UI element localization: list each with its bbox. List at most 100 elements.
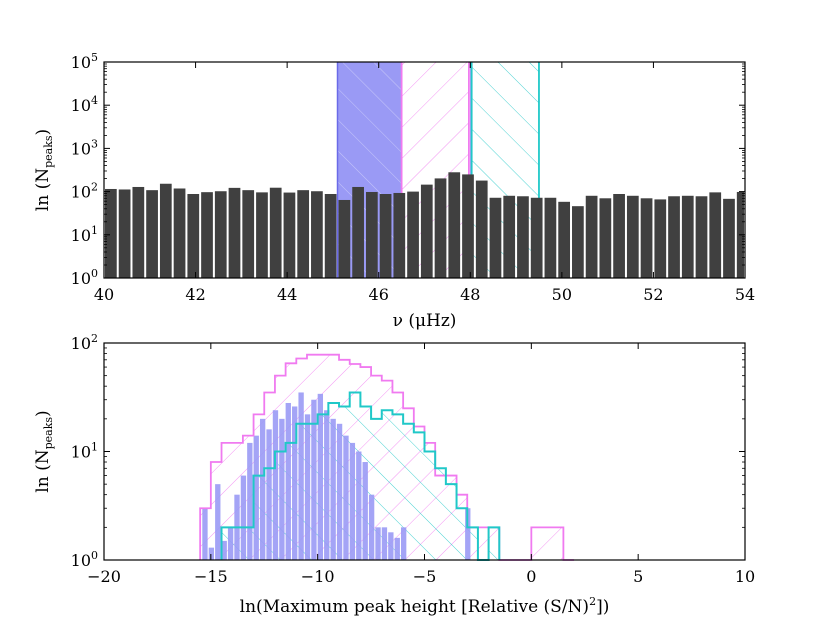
- bar: [283, 192, 296, 278]
- bottom-y-axis-label: ln (Npeaks): [33, 410, 55, 492]
- bar: [393, 192, 406, 278]
- bar: [626, 195, 639, 278]
- bar: [448, 172, 461, 278]
- y-tick-label: 101: [71, 224, 98, 245]
- bar: [585, 195, 598, 278]
- x-tick-label: −15: [194, 567, 228, 586]
- blue-hist-bar: [202, 508, 208, 560]
- blue-hist-bar: [272, 410, 279, 560]
- bar: [709, 192, 722, 278]
- top-bars: [105, 172, 744, 278]
- blue-hist-bar: [221, 540, 227, 560]
- bar: [723, 198, 735, 278]
- blue-hist-bar: [215, 484, 221, 560]
- bar: [489, 197, 502, 278]
- bar: [132, 186, 145, 278]
- blue-hist-bar: [349, 442, 356, 560]
- y-tick-label: 101: [71, 441, 98, 462]
- bottom-panel: −20 −15 −10 −5 0 5 10 100 101 102 ln(Maximum peak…: [33, 332, 755, 617]
- bar: [503, 195, 516, 278]
- bar: [324, 193, 337, 278]
- blue-hist-bar: [253, 435, 259, 560]
- x-tick-label: 44: [277, 285, 297, 304]
- bar: [242, 190, 255, 278]
- bar: [228, 187, 241, 278]
- blue-hist-bar: [317, 393, 324, 560]
- bar: [352, 186, 364, 278]
- bar: [544, 197, 557, 278]
- x-tick-label: 52: [643, 285, 663, 304]
- bar: [338, 199, 351, 278]
- blue-hist-bar: [368, 494, 375, 560]
- bar: [681, 195, 694, 278]
- blue-hist-bar: [285, 402, 291, 560]
- blue-hist-bar: [311, 399, 317, 560]
- x-tick-label: −5: [413, 567, 437, 586]
- x-tick-label: 5: [633, 567, 643, 586]
- blue-hist-bar: [304, 414, 311, 560]
- bottom-series: [199, 353, 575, 561]
- x-tick-label: 54: [735, 285, 755, 304]
- x-tick-label: 40: [94, 285, 114, 304]
- blue-hist-bar: [356, 451, 362, 560]
- blue-hist-bar: [247, 442, 253, 560]
- x-tick-label: 46: [369, 285, 389, 304]
- blue-hist-bar: [240, 475, 247, 560]
- y-tick-label: 100: [71, 267, 98, 288]
- bar: [146, 190, 158, 278]
- blue-hist-bar: [381, 527, 388, 560]
- y-tick-label: 105: [71, 51, 98, 72]
- bar: [159, 183, 172, 278]
- blue-hist-bar: [259, 418, 266, 560]
- x-tick-label: 10: [735, 567, 755, 586]
- bar: [256, 192, 268, 278]
- blue-hist-bar: [375, 527, 381, 560]
- bar: [187, 193, 200, 278]
- top-ticks: 40 42 44 46 48 50 52 54 100 101 102 103 104 105: [71, 51, 756, 304]
- bar: [201, 192, 213, 278]
- bar: [475, 180, 488, 278]
- bar: [640, 198, 653, 278]
- bar: [572, 206, 584, 278]
- blue-hist-bar: [394, 537, 400, 560]
- blue-hist-bar: [266, 429, 272, 560]
- bar: [118, 189, 131, 278]
- bar: [517, 196, 529, 278]
- bar: [462, 174, 474, 278]
- bar: [297, 190, 310, 278]
- y-tick-label: 100: [71, 549, 98, 570]
- bar: [379, 193, 392, 278]
- bar: [407, 191, 419, 278]
- bar: [269, 187, 282, 278]
- x-tick-label: −20: [87, 567, 121, 586]
- bar: [613, 193, 625, 278]
- blue-hist-bar: [208, 547, 215, 560]
- x-tick-label: −10: [301, 567, 335, 586]
- blue-hist-bar: [324, 410, 330, 560]
- bar: [654, 199, 667, 278]
- y-tick-label: 102: [71, 181, 98, 202]
- top-axes-frame: [103, 61, 746, 279]
- blue-hist-bar: [362, 462, 368, 560]
- bar: [365, 191, 378, 278]
- blue-hist-bar: [227, 527, 234, 560]
- blue-hist-bar: [400, 527, 407, 560]
- y-tick-label: 103: [71, 137, 98, 158]
- bar: [695, 196, 708, 278]
- bar: [311, 191, 323, 278]
- bottom-x-axis-label: ln(Maximum peak height [Relative (S/N)2]…: [240, 595, 610, 617]
- x-tick-label: 0: [526, 567, 536, 586]
- blue-hist-bar: [388, 532, 394, 560]
- bar: [105, 188, 117, 278]
- bar: [668, 196, 680, 278]
- blue-hist-bar: [336, 423, 343, 560]
- y-tick-label: 102: [71, 332, 98, 353]
- blue-hist-bar: [465, 508, 471, 560]
- cyan-hist-line: [220, 391, 501, 561]
- x-tick-label: 50: [552, 285, 572, 304]
- blue-hist-bar: [343, 435, 349, 560]
- blue-hist-bar: [279, 418, 285, 560]
- bar: [434, 178, 447, 278]
- bar: [173, 188, 186, 278]
